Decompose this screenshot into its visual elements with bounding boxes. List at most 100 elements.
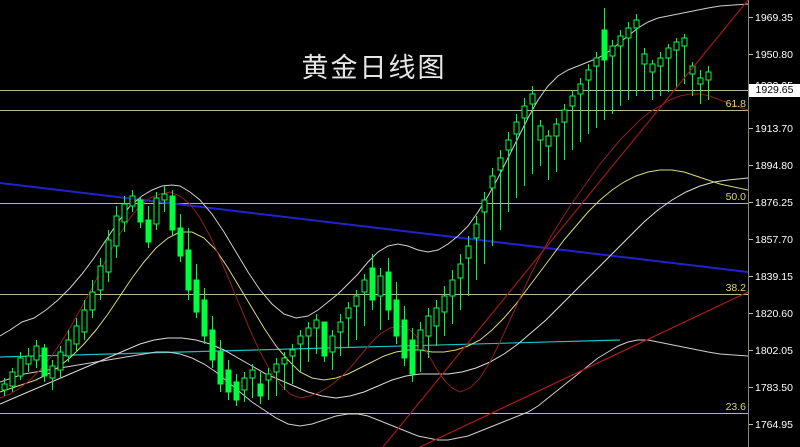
- descending-blue-trendline: [0, 182, 748, 273]
- candlestick: [153, 192, 160, 230]
- price-axis-tick-label: 1913.70: [755, 123, 793, 135]
- candlestick: [305, 322, 312, 362]
- candlestick: [33, 340, 40, 368]
- candlestick: [89, 280, 96, 318]
- candlestick: [657, 52, 664, 96]
- candlestick: [377, 268, 384, 330]
- candlestick: [161, 186, 168, 212]
- price-axis-tick-label: 1783.50: [755, 382, 793, 394]
- chart-canvas: [0, 0, 748, 447]
- trendlines-foreground-group: [382, 0, 748, 447]
- candlestick: [521, 98, 528, 186]
- candlestick: [601, 8, 608, 120]
- candlestick: [545, 130, 552, 180]
- candlestick: [201, 288, 208, 344]
- candlestick: [65, 330, 72, 362]
- price-axis-tick-label: 1950.80: [755, 49, 793, 61]
- candlestick: [241, 372, 248, 402]
- candlestick: [169, 190, 176, 236]
- candlestick: [489, 168, 496, 246]
- price-axis-tick-label: 1820.60: [755, 308, 793, 320]
- candlestick: [369, 254, 376, 310]
- ascending-red-major-trendline: [382, 0, 748, 447]
- candlestick: [41, 344, 48, 382]
- price-axis-tick-label: 1969.35: [755, 12, 793, 24]
- ma-long-white-line: [0, 177, 748, 405]
- candlestick: [9, 368, 16, 392]
- last-price-tag: 1929.65: [749, 84, 800, 97]
- price-axis-tick: 1876.25: [749, 197, 800, 210]
- price-axis-tick: 1783.50: [749, 382, 800, 395]
- candlestick: [681, 34, 688, 84]
- candlestick: [529, 86, 536, 174]
- candlestick-series: [1, 8, 712, 406]
- candlestick: [313, 314, 320, 354]
- candlestick: [577, 78, 584, 142]
- candlestick: [1, 378, 8, 396]
- price-axis-tick-label: 1839.15: [755, 271, 793, 283]
- price-axis-tick: 1950.80: [749, 49, 800, 62]
- candlestick: [113, 206, 120, 258]
- candlestick: [273, 358, 280, 396]
- candlestick: [353, 290, 360, 340]
- tick-mark-icon: [749, 128, 753, 129]
- tick-mark-icon: [749, 165, 753, 166]
- price-axis-tick-label: 1802.05: [755, 345, 793, 357]
- candlestick: [57, 346, 64, 378]
- price-axis-tick: 1764.95: [749, 419, 800, 432]
- candlestick: [265, 368, 272, 400]
- price-axis[interactable]: 1969.351950.801932.251913.701894.801876.…: [748, 0, 800, 447]
- candlestick: [73, 318, 80, 352]
- tick-mark-icon: [749, 276, 753, 277]
- candlestick: [513, 114, 520, 198]
- fibonacci-level-label: 23.6: [725, 401, 746, 413]
- ma-mid-yellow-line: [0, 169, 748, 393]
- candlestick: [129, 190, 136, 212]
- price-axis-tick: 1820.60: [749, 308, 800, 321]
- horizontal-level-lines: [0, 90, 748, 414]
- chart-plot-area[interactable]: 黄金日线图 61.8 50.0 38.2 23.6: [0, 0, 748, 447]
- candlestick: [433, 300, 440, 346]
- price-axis-tick-label: 1764.95: [755, 419, 793, 431]
- candlestick: [705, 66, 712, 100]
- ma-short-red-line: [0, 93, 748, 399]
- candlestick: [257, 372, 264, 404]
- candlestick: [297, 330, 304, 372]
- price-axis-tick-label: 1894.80: [755, 160, 793, 172]
- candlestick: [457, 254, 464, 310]
- candlestick: [449, 270, 456, 324]
- candlestick: [393, 282, 400, 344]
- candlestick: [497, 150, 504, 230]
- candlestick: [193, 264, 200, 318]
- candlestick: [81, 300, 88, 340]
- candlestick: [249, 364, 256, 398]
- price-axis-tick-label: 1857.70: [755, 234, 793, 246]
- price-axis-tick: 1894.80: [749, 160, 800, 173]
- candlestick: [321, 321, 328, 362]
- chart-title: 黄金日线图: [301, 53, 447, 84]
- candlestick: [409, 328, 416, 382]
- candlestick: [441, 286, 448, 336]
- candlestick: [281, 352, 288, 390]
- candlestick: [625, 22, 632, 100]
- fibonacci-level-label: 61.8: [725, 98, 746, 110]
- candlestick: [105, 230, 112, 282]
- candlestick: [553, 118, 560, 172]
- ascending-red-support-trendline: [419, 291, 748, 447]
- candlestick: [345, 302, 352, 348]
- candlestick: [593, 52, 600, 128]
- candlestick: [225, 360, 232, 400]
- candlestick: [417, 322, 424, 372]
- candlestick: [585, 64, 592, 134]
- candlestick: [537, 120, 544, 166]
- candlestick: [465, 236, 472, 296]
- candlestick: [425, 308, 432, 358]
- price-axis-tick: 1857.70: [749, 234, 800, 247]
- tick-mark-icon: [749, 54, 753, 55]
- candlestick: [233, 374, 240, 406]
- candlestick: [505, 132, 512, 212]
- candlestick: [49, 360, 56, 390]
- tick-mark-icon: [749, 424, 753, 425]
- tick-mark-icon: [749, 202, 753, 203]
